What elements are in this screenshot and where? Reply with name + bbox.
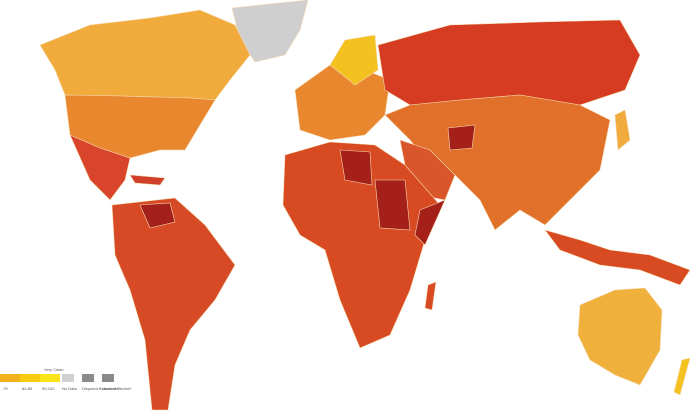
legend-label: Very Clean <box>44 367 64 372</box>
legend-label: No Data <box>62 386 77 391</box>
scandinavia <box>329 34 379 86</box>
canada <box>39 9 251 101</box>
legend-swatch <box>82 374 94 382</box>
legend-swatch <box>102 374 114 382</box>
caribbean <box>129 174 166 186</box>
legend: -79 80-89 90-100 Very Clean No Data Disputed … <box>0 367 132 391</box>
mexico <box>69 134 131 201</box>
legend-swatch <box>0 374 20 382</box>
legend-label: 90-100 <box>42 386 55 391</box>
somalia <box>414 199 446 246</box>
new-zealand <box>673 357 691 396</box>
madagascar <box>424 281 437 311</box>
land <box>39 0 691 411</box>
legend-swatch <box>20 374 40 382</box>
libya <box>339 149 373 186</box>
legend-label: Lines of Control* <box>102 386 132 391</box>
south-america <box>111 197 236 411</box>
australia <box>577 287 663 386</box>
legend-label: 80-89 <box>22 386 33 391</box>
legend-swatch <box>40 374 60 382</box>
legend-label: -79 <box>2 386 9 391</box>
legend-label: Disputed Boundaries* <box>82 386 121 391</box>
sudan <box>374 179 411 231</box>
russia <box>377 19 641 106</box>
venezuela <box>139 202 176 229</box>
afghanistan <box>447 124 476 151</box>
europe <box>294 64 391 141</box>
indonesia <box>544 229 691 286</box>
japan <box>614 109 631 151</box>
legend-swatch <box>62 374 74 382</box>
